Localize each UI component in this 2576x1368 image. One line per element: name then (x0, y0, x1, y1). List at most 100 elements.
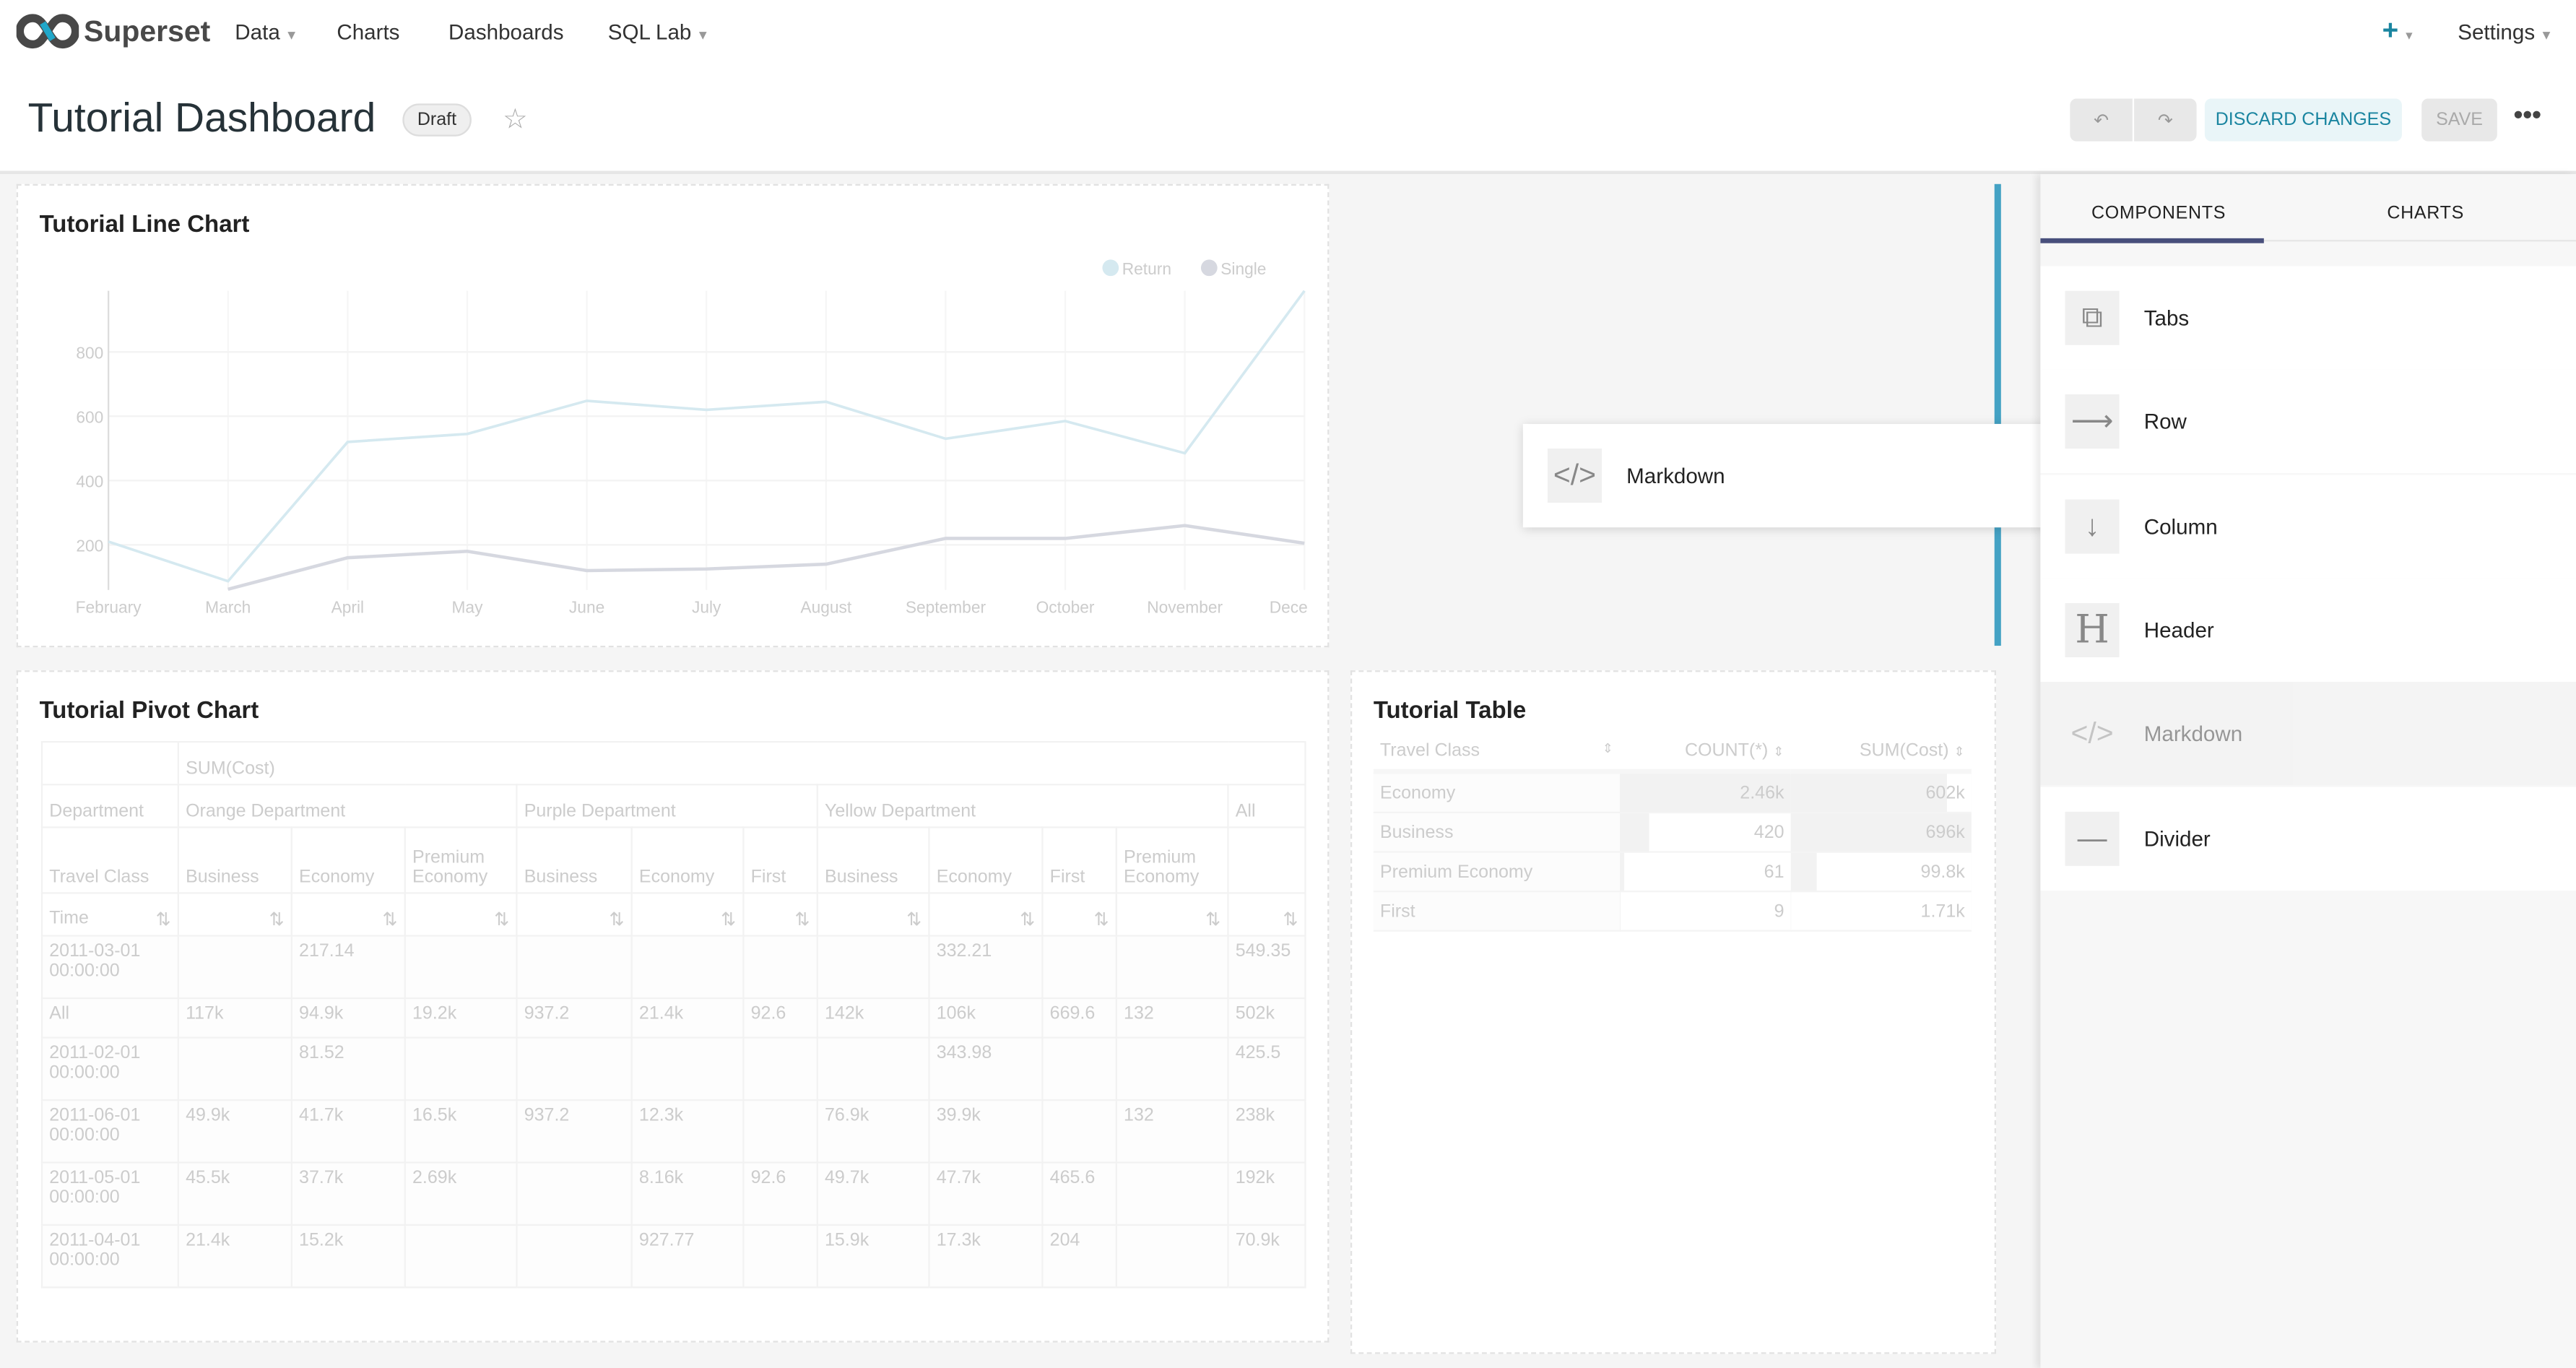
component-divider[interactable]: — Divider (2040, 786, 2576, 890)
component-label: Divider (2143, 826, 2211, 851)
component-label: Markdown (2143, 722, 2243, 747)
draft-badge: Draft (402, 103, 472, 137)
pivot-sort-row: Time ⇅ ⇅ ⇅ ⇅ ⇅ ⇅ ⇅ ⇅ ⇅ ⇅ ⇅ ⇅ (40, 892, 1306, 937)
pivot-cell: 465.6 (1041, 1161, 1117, 1226)
department-header: Orange Department (177, 784, 518, 828)
top-nav: Superset Data ▼ Charts Dashboards SQL Lab… (0, 0, 2576, 66)
cell-travel-class: Economy (1373, 771, 1621, 814)
pivot-metric: SUM(Cost) (177, 740, 1306, 786)
sort-icon[interactable]: ⇅ (1093, 910, 1109, 930)
pivot-cell (516, 1161, 633, 1226)
tab-components[interactable]: COMPONENTS (2091, 204, 2226, 224)
x-tick-label: July (692, 598, 721, 617)
discard-changes-button[interactable]: DISCARD CHANGES (2204, 98, 2402, 142)
sort-icon[interactable]: ⇅ (155, 910, 171, 930)
arrow-right-icon: ⟶ (2065, 394, 2120, 449)
markdown-drag-preview[interactable]: </> Markdown (1522, 423, 2062, 528)
pivot-cell (630, 1036, 745, 1101)
component-header[interactable]: H Header (2040, 578, 2576, 682)
nav-sql-lab[interactable]: SQL Lab ▼ (608, 20, 710, 44)
pivot-row: 2011-03-01 00:00:00 217.14 332.21 549.35 (40, 935, 1306, 1000)
component-markdown[interactable]: </> Markdown (2040, 682, 2576, 786)
superset-logo[interactable]: Superset (16, 13, 211, 49)
component-column[interactable]: ↓ Column (2040, 474, 2576, 578)
pivot-cell: 92.6 (742, 1161, 818, 1226)
pivot-cell (516, 1036, 633, 1101)
dashboard-title[interactable]: Tutorial Dashboard (27, 95, 376, 142)
pivot-cell: 76.9k (816, 1099, 930, 1164)
cell-sum: 99.8k (1790, 852, 1972, 893)
pivot-class-row: Travel Class Business Economy Premium Econo… (40, 826, 1306, 894)
x-tick-label: March (205, 598, 251, 617)
column-header[interactable]: COUNT(*) ⇕ (1620, 731, 1791, 774)
cell-sum: 602k (1790, 771, 1972, 814)
settings-menu[interactable]: Settings ▼ (2458, 20, 2553, 44)
pivot-cell (742, 1224, 818, 1289)
pivot-cell: 15.9k (816, 1224, 930, 1289)
plus-icon[interactable]: + ▼ (2382, 14, 2415, 46)
cell-sum: 696k (1790, 812, 1972, 853)
table-title: Tutorial Table (1373, 698, 1527, 725)
table-card[interactable]: Tutorial Table Travel Class ⇕ COUNT(*) ⇕ S… (1350, 670, 1997, 1354)
nav-data[interactable]: Data ▼ (235, 20, 298, 44)
sort-icon[interactable]: ⇅ (1283, 910, 1298, 930)
row-label: 2011-04-01 00:00:00 (40, 1224, 179, 1289)
pivot-cell: 117k (177, 997, 292, 1039)
row-label: All (40, 997, 179, 1039)
sort-icon[interactable]: ⇅ (269, 910, 285, 930)
pivot-cell: 16.5k (404, 1099, 518, 1164)
sort-icon[interactable]: ⇅ (906, 910, 922, 930)
x-tick-label: November (1147, 598, 1223, 617)
pivot-cell: 2.69k (404, 1161, 518, 1226)
line-chart-card[interactable]: Tutorial Line Chart February March April Ma… (16, 183, 1330, 648)
x-tick-label: June (569, 598, 604, 617)
row-label: 2011-06-01 00:00:00 (40, 1099, 179, 1164)
pivot-cell: 41.7k (290, 1099, 406, 1164)
save-button[interactable]: SAVE (2421, 98, 2497, 142)
column-header-label: Travel Class (1379, 740, 1480, 761)
sort-icon[interactable]: ⇅ (1020, 910, 1036, 930)
class-header: Premium Economy (1115, 826, 1229, 894)
series-line-return (108, 290, 1306, 583)
arrow-down-icon: ↓ (2065, 498, 2120, 553)
component-row[interactable]: ⟶ Row (2040, 370, 2576, 474)
sort-icon[interactable]: ⇅ (1205, 910, 1221, 930)
pivot-corner (40, 740, 179, 786)
department-header: Purple Department (516, 784, 818, 828)
sort-icon[interactable]: ⇅ (794, 910, 810, 930)
department-header: Yellow Department (816, 784, 1229, 828)
tab-divider (2040, 240, 2576, 242)
undo-button[interactable]: ↶ (2070, 98, 2133, 142)
class-header: Economy (630, 826, 745, 894)
row-label: 2011-05-01 00:00:00 (40, 1161, 179, 1226)
legend-marker (1200, 259, 1218, 277)
pivot-cell: 132 (1115, 997, 1229, 1039)
sort-icon: ⇕ (1953, 743, 1965, 758)
y-tick-label: 400 (76, 472, 103, 490)
sort-icon[interactable]: ⇅ (721, 910, 737, 930)
pivot-cell: 15.2k (290, 1224, 406, 1289)
tab-charts[interactable]: CHARTS (2387, 204, 2464, 224)
builder-side-panel: COMPONENTS CHARTS ⧉ Tabs ⟶ Row ↓ Column H Heade… (2040, 174, 2576, 1368)
sort-icon[interactable]: ⇅ (494, 910, 510, 930)
redo-button[interactable]: ↷ (2134, 98, 2197, 142)
pivot-department-row: Department Orange Department Purple Depart… (40, 784, 1306, 828)
column-header[interactable]: Travel Class ⇕ (1373, 731, 1621, 774)
cell-travel-class: First (1373, 891, 1621, 932)
legend-label: Return (1122, 259, 1171, 278)
nav-charts[interactable]: Charts (337, 20, 400, 45)
pivot-chart-card[interactable]: Tutorial Pivot Chart SUM(Cost) Department… (16, 670, 1330, 1343)
pivot-cell: 502k (1227, 997, 1306, 1039)
pivot-cell: 204 (1041, 1224, 1117, 1289)
nav-dashboards[interactable]: Dashboards (448, 20, 564, 45)
pivot-cell (404, 1224, 518, 1289)
sort-icon[interactable]: ⇅ (609, 910, 625, 930)
component-tabs[interactable]: ⧉ Tabs (2040, 266, 2576, 370)
department-label: Department (40, 784, 179, 828)
ellipsis-icon[interactable]: ••• (2513, 102, 2541, 130)
pivot-cell (177, 935, 292, 1000)
star-icon[interactable]: ☆ (503, 103, 528, 135)
column-header[interactable]: SUM(Cost) ⇕ (1790, 731, 1972, 774)
sort-icon[interactable]: ⇅ (382, 910, 398, 930)
table-row: First 9 1.71k (1373, 891, 1972, 932)
